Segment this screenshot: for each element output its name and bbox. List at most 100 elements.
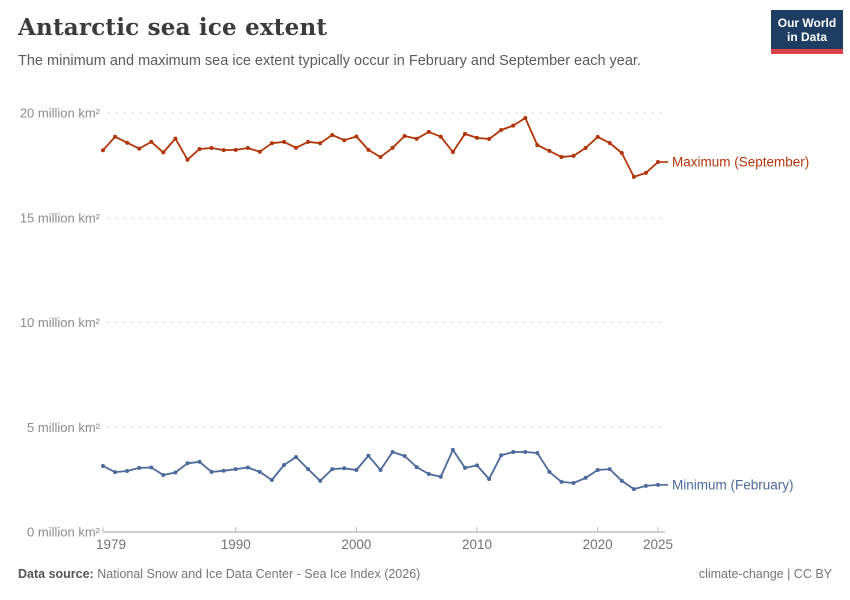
data-point[interactable] <box>595 468 600 472</box>
data-point[interactable] <box>656 160 660 164</box>
data-point[interactable] <box>149 139 154 144</box>
data-point[interactable] <box>523 450 528 454</box>
data-point[interactable] <box>402 134 407 138</box>
data-point[interactable] <box>366 147 371 152</box>
data-point[interactable] <box>366 453 371 458</box>
data-point[interactable] <box>438 474 443 479</box>
data-point[interactable] <box>402 454 407 458</box>
data-point[interactable] <box>101 148 105 153</box>
data-point[interactable] <box>221 148 226 153</box>
data-point[interactable] <box>535 143 540 148</box>
data-point[interactable] <box>245 146 250 150</box>
data-point[interactable] <box>137 146 142 151</box>
data-point[interactable] <box>282 463 286 467</box>
data-point[interactable] <box>342 466 347 471</box>
data-point[interactable] <box>294 455 298 459</box>
line-chart[interactable]: 0 million km² 5 million km² 10 million km²… <box>0 0 850 565</box>
data-point[interactable] <box>282 139 286 144</box>
data-point[interactable] <box>607 141 612 145</box>
data-point[interactable] <box>619 478 624 483</box>
data-point[interactable] <box>161 473 166 477</box>
series-end-label-maximum[interactable]: Maximum (September) <box>672 155 809 170</box>
data-point[interactable] <box>113 134 118 139</box>
data-point[interactable] <box>426 472 431 476</box>
data-point[interactable] <box>318 478 323 483</box>
data-point[interactable] <box>535 451 540 455</box>
data-point[interactable] <box>499 128 504 132</box>
data-point[interactable] <box>354 134 359 139</box>
series-end-label-minimum[interactable]: Minimum (February) <box>672 477 794 492</box>
data-point[interactable] <box>269 141 274 146</box>
data-point[interactable] <box>390 145 395 150</box>
data-point[interactable] <box>330 467 335 472</box>
data-point[interactable] <box>487 477 492 481</box>
data-point[interactable] <box>269 478 274 482</box>
data-point[interactable] <box>643 170 648 175</box>
data-point[interactable] <box>571 153 576 158</box>
data-point[interactable] <box>607 467 612 472</box>
data-point[interactable] <box>137 465 142 470</box>
data-point[interactable] <box>426 129 431 134</box>
data-point[interactable] <box>245 465 250 470</box>
data-point[interactable] <box>161 150 166 155</box>
data-point[interactable] <box>559 155 564 159</box>
data-point[interactable] <box>173 470 178 475</box>
data-point[interactable] <box>438 134 443 139</box>
data-point[interactable] <box>233 147 238 152</box>
data-point[interactable] <box>583 146 588 150</box>
data-point[interactable] <box>113 470 118 475</box>
data-point[interactable] <box>342 138 347 143</box>
data-point[interactable] <box>257 469 262 474</box>
data-point[interactable] <box>656 482 660 487</box>
data-point[interactable] <box>306 139 311 144</box>
data-point[interactable] <box>173 136 178 141</box>
data-point[interactable] <box>197 147 202 151</box>
data-point[interactable] <box>643 483 648 488</box>
data-point[interactable] <box>511 450 516 454</box>
data-point[interactable] <box>475 463 479 468</box>
data-point[interactable] <box>547 469 552 474</box>
data-point[interactable] <box>511 123 516 128</box>
data-point[interactable] <box>197 459 202 464</box>
data-point[interactable] <box>523 116 528 120</box>
data-point[interactable] <box>221 468 226 473</box>
data-point[interactable] <box>450 447 455 452</box>
data-point[interactable] <box>209 469 214 474</box>
data-point[interactable] <box>294 145 298 150</box>
owid-logo[interactable]: Our World in Data <box>771 10 843 54</box>
data-point[interactable] <box>631 487 636 492</box>
data-point[interactable] <box>378 155 383 159</box>
data-point[interactable] <box>499 453 504 458</box>
data-point[interactable] <box>149 465 154 470</box>
data-point[interactable] <box>450 150 455 154</box>
data-point[interactable] <box>631 174 636 179</box>
data-point[interactable] <box>185 157 190 162</box>
data-point[interactable] <box>257 149 262 154</box>
data-point[interactable] <box>571 481 576 485</box>
data-point[interactable] <box>125 140 130 145</box>
data-point[interactable] <box>354 468 359 472</box>
data-point[interactable] <box>595 134 600 139</box>
data-point[interactable] <box>378 468 383 472</box>
data-point[interactable] <box>475 135 479 140</box>
data-point[interactable] <box>463 465 467 470</box>
data-point[interactable] <box>306 467 311 472</box>
data-point[interactable] <box>547 148 552 153</box>
data-point[interactable] <box>487 137 492 141</box>
data-point[interactable] <box>101 464 105 468</box>
data-point[interactable] <box>414 136 419 141</box>
data-point[interactable] <box>125 469 130 473</box>
attribution-license[interactable]: climate-change | CC BY <box>698 567 832 581</box>
data-point[interactable] <box>330 133 335 137</box>
data-point[interactable] <box>185 461 190 466</box>
data-point[interactable] <box>390 450 395 454</box>
data-point[interactable] <box>559 479 564 484</box>
data-point[interactable] <box>583 475 588 480</box>
data-point[interactable] <box>233 467 238 472</box>
data-point[interactable] <box>209 146 214 150</box>
series-line-maximum[interactable] <box>102 117 659 178</box>
data-point[interactable] <box>318 141 323 146</box>
data-point[interactable] <box>619 151 624 155</box>
data-point[interactable] <box>414 465 419 470</box>
data-point[interactable] <box>463 131 467 136</box>
